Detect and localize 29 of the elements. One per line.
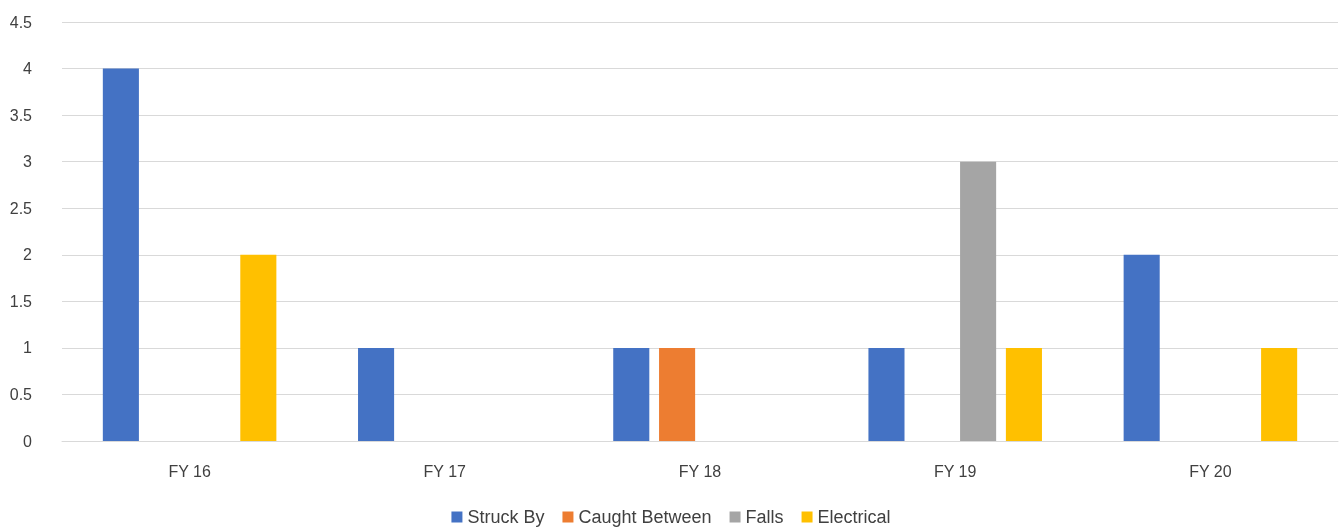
- y-tick-label: 3: [23, 153, 33, 171]
- y-tick-label: 0: [23, 432, 33, 450]
- y-tick-label: 3.5: [9, 106, 33, 124]
- bar: [102, 68, 139, 441]
- y-tick-label: 2.5: [9, 199, 33, 217]
- bar: [659, 347, 696, 441]
- x-tick-label: FY 17: [423, 462, 467, 480]
- y-tick-label: 4: [23, 60, 33, 78]
- legend-label: Falls: [745, 507, 784, 527]
- bar: [358, 347, 395, 441]
- x-tick-label: FY 19: [934, 462, 977, 480]
- bar: [868, 347, 905, 441]
- legend-label: Struck By: [467, 507, 545, 527]
- x-tick-label: FY 16: [168, 462, 211, 480]
- bar: [613, 347, 650, 441]
- y-tick-label: 1: [23, 339, 33, 357]
- bar: [240, 254, 277, 441]
- bar: [1123, 254, 1160, 441]
- y-tick-label: 2: [23, 246, 33, 264]
- legend-label: Caught Between: [578, 507, 712, 527]
- bar: [1261, 347, 1298, 441]
- y-tick-label: 4.5: [9, 13, 33, 31]
- x-tick-label: FY 18: [678, 462, 722, 480]
- x-tick-label: FY 20: [1189, 462, 1232, 480]
- y-tick-label: 0.5: [9, 385, 33, 403]
- bar: [960, 161, 997, 441]
- legend-label: Electrical: [817, 507, 891, 527]
- y-tick-label: 1.5: [9, 292, 33, 310]
- bar: [1005, 347, 1042, 441]
